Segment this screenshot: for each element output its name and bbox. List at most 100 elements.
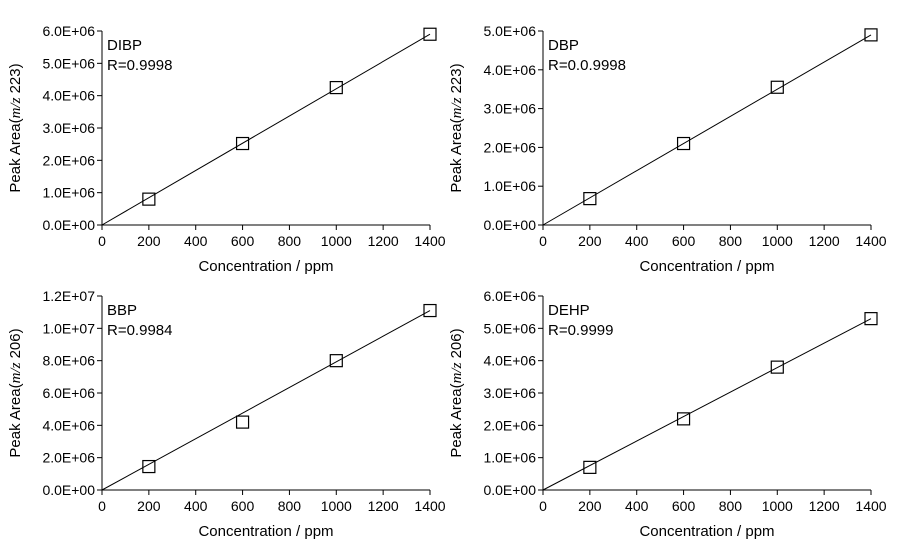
x-tick-label: 0: [539, 498, 547, 514]
data-point: [676, 136, 691, 151]
regression-line: [101, 310, 431, 491]
compound-label: DEHP: [548, 302, 590, 319]
x-tick-label: 200: [578, 498, 602, 514]
x-tick-label: 1200: [368, 233, 399, 249]
y-axis-title: Peak Area(m/z 223): [7, 63, 24, 192]
y-axis-title-prefix: Peak Area(: [448, 118, 465, 192]
y-tick-label: 4.0E+06: [42, 417, 95, 433]
x-tick-label: 600: [672, 233, 696, 249]
data-point: [142, 459, 156, 474]
x-axis-title: Concentration / ppm: [198, 258, 333, 275]
regression-line: [542, 318, 872, 491]
x-tick-label: 0: [98, 498, 106, 514]
r-value-label: R=0.0.9998: [548, 57, 626, 74]
y-tick-label: 1.0E+07: [42, 320, 95, 336]
x-tick-label: 0: [539, 233, 547, 249]
y-axis-title-prefix: Peak Area(: [7, 383, 24, 457]
data-point: [864, 312, 878, 326]
x-axis-title: Concentration / ppm: [198, 523, 333, 540]
y-tick-label: 6.0E+06: [483, 288, 536, 304]
x-tick-label: 1200: [368, 498, 399, 514]
data-point: [864, 28, 878, 42]
y-tick-label: 5.0E+06: [483, 23, 536, 39]
data-point: [770, 360, 784, 374]
data-point: [423, 303, 437, 318]
x-tick-label: 200: [137, 233, 161, 249]
y-axis-title-mz: m/z: [8, 362, 24, 383]
y-tick-label: 3.0E+06: [42, 120, 95, 136]
data-point: [329, 80, 343, 95]
data-point: [676, 412, 691, 426]
y-tick-label: 1.0E+06: [483, 450, 536, 466]
y-tick-label: 8.0E+06: [42, 353, 95, 369]
y-axis-title-suffix: 206): [448, 328, 465, 362]
x-tick-label: 800: [719, 233, 743, 249]
data-point: [423, 27, 437, 41]
x-axis-title: Concentration / ppm: [639, 258, 774, 275]
data-point: [770, 80, 784, 94]
y-tick-label: 3.0E+06: [483, 385, 536, 401]
data-point: [329, 354, 343, 368]
y-axis-title: Peak Area(m/z 206): [7, 328, 24, 457]
y-tick-label: 0.0E+00: [483, 482, 536, 498]
x-tick-label: 1400: [414, 498, 445, 514]
regression-line: [542, 34, 872, 226]
y-tick-label: 1.0E+06: [42, 185, 95, 201]
y-tick-label: 5.0E+06: [42, 55, 95, 71]
x-tick-label: 600: [231, 233, 255, 249]
y-axis-title-suffix: 223): [448, 63, 465, 97]
x-tick-label: 800: [278, 233, 302, 249]
x-tick-label: 600: [231, 498, 255, 514]
data-point: [583, 192, 597, 206]
x-tick-label: 400: [625, 233, 649, 249]
x-tick-label: 200: [137, 498, 161, 514]
y-tick-label: 5.0E+06: [483, 320, 536, 336]
x-tick-label: 400: [184, 498, 208, 514]
y-tick-label: 2.0E+06: [483, 417, 536, 433]
x-axis-title: Concentration / ppm: [639, 523, 774, 540]
chart-panel-1: 0 200 400 600 800 1000 1200 1400 0.0E+00 1.0E+06 2…: [7, 23, 446, 275]
y-axis-title-mz: m/z: [8, 97, 24, 118]
r-value-label: R=0.9998: [107, 57, 172, 74]
y-axis-title: Peak Area(m/z 223): [448, 63, 465, 192]
data-point: [235, 415, 250, 429]
y-tick-label: 0.0E+00: [483, 217, 536, 233]
x-tick-label: 1000: [321, 498, 352, 514]
x-tick-label: 1400: [855, 498, 886, 514]
x-tick-label: 1000: [762, 233, 793, 249]
y-tick-label: 6.0E+06: [42, 385, 95, 401]
y-tick-label: 3.0E+06: [483, 101, 536, 117]
x-tick-label: 1200: [809, 233, 840, 249]
y-tick-label: 1.2E+07: [42, 288, 95, 304]
x-tick-label: 1400: [414, 233, 445, 249]
compound-label: BBP: [107, 302, 137, 319]
y-axis-title-mz: m/z: [449, 97, 465, 118]
x-tick-label: 600: [672, 498, 696, 514]
chart-panel-4: 0 200 400 600 800 1000 1200 1400 0.0E+00 1.0E+06 2…: [448, 288, 887, 540]
x-tick-label: 800: [719, 498, 743, 514]
y-axis-title-suffix: 223): [7, 63, 24, 97]
y-axis-title-prefix: Peak Area(: [7, 118, 24, 192]
x-tick-label: 1200: [809, 498, 840, 514]
y-tick-label: 0.0E+00: [42, 482, 95, 498]
y-tick-label: 4.0E+06: [483, 62, 536, 78]
compound-label: DIBP: [107, 37, 142, 54]
data-point: [235, 136, 250, 151]
chart-panel-3: 0 200 400 600 800 1000 1200 1400 0.0E+00 2.0E+06 4…: [7, 288, 446, 540]
y-tick-label: 6.0E+06: [42, 23, 95, 39]
y-tick-label: 0.0E+00: [42, 217, 95, 233]
y-tick-label: 4.0E+06: [483, 353, 536, 369]
x-tick-label: 0: [98, 233, 106, 249]
y-tick-label: 2.0E+06: [42, 450, 95, 466]
y-tick-label: 2.0E+06: [42, 152, 95, 168]
compound-label: DBP: [548, 37, 579, 54]
data-point: [583, 460, 597, 474]
y-axis-title-prefix: Peak Area(: [448, 383, 465, 457]
r-value-label: R=0.9999: [548, 322, 613, 339]
y-axis-title-mz: m/z: [449, 362, 465, 383]
y-tick-label: 4.0E+06: [42, 88, 95, 104]
y-axis-title-suffix: 206): [7, 328, 24, 362]
x-tick-label: 200: [578, 233, 602, 249]
y-axis-title: Peak Area(m/z 206): [448, 328, 465, 457]
